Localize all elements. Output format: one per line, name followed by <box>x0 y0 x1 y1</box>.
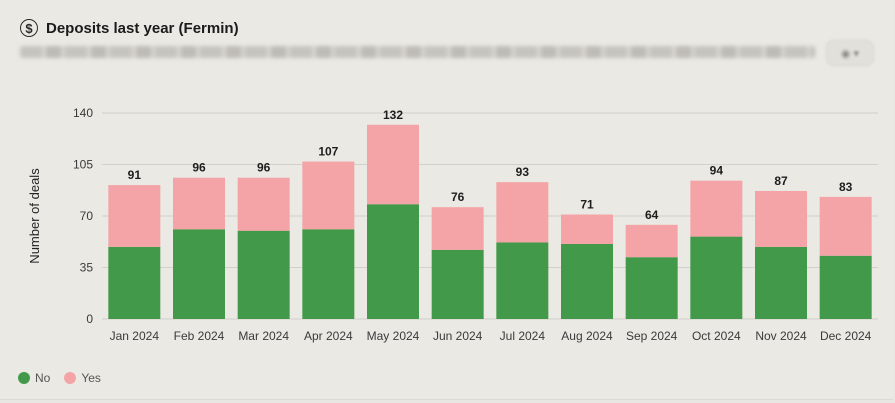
bar-yes <box>237 177 290 231</box>
bar-no <box>431 249 484 319</box>
view-options-button[interactable]: ◉ ▾ <box>826 40 874 66</box>
bar-no <box>367 204 419 319</box>
bar-no <box>496 242 549 319</box>
chart-title: Deposits last year (Fermin) <box>46 19 239 37</box>
bar-yes <box>108 185 161 247</box>
bar-yes <box>367 124 419 205</box>
data-label-total: 64 <box>645 208 659 222</box>
legend-label-no: No <box>35 371 51 385</box>
legend-swatch-no <box>18 372 30 384</box>
bar-yes <box>302 161 355 230</box>
x-tick-label: Nov 2024 <box>755 329 807 343</box>
legend-item-no[interactable]: No <box>18 371 50 385</box>
bar-yes <box>819 196 872 256</box>
data-label-total: 76 <box>451 190 465 204</box>
bar-no <box>819 255 872 319</box>
legend-swatch-yes <box>64 372 77 384</box>
y-tick-label: 105 <box>73 158 93 172</box>
x-tick-label: Aug 2024 <box>561 329 613 343</box>
bar-no <box>690 236 743 319</box>
x-tick-label: Jun 2024 <box>433 329 483 343</box>
legend-item-yes[interactable]: Yes <box>64 371 101 385</box>
y-axis-title: Number of deals <box>27 168 42 264</box>
eye-icon: ◉ ▾ <box>840 47 860 60</box>
blurred-description <box>20 46 815 58</box>
data-label-total: 93 <box>516 165 530 179</box>
bar-no <box>302 229 355 319</box>
x-tick-label: May 2024 <box>367 329 420 343</box>
x-tick-label: Jan 2024 <box>110 329 160 343</box>
data-label-total: 94 <box>710 164 724 178</box>
bar-yes <box>755 190 807 247</box>
legend: No Yes <box>18 371 101 385</box>
data-label-total: 91 <box>128 168 142 182</box>
bar-no <box>237 230 290 319</box>
bar-yes <box>431 207 484 250</box>
bar-no <box>625 257 678 319</box>
x-tick-label: Dec 2024 <box>820 329 872 343</box>
data-label-total: 87 <box>774 174 788 188</box>
bar-no <box>108 246 161 319</box>
title-row: $ Deposits last year (Fermin) <box>20 16 239 40</box>
data-label-total: 107 <box>318 145 338 159</box>
y-tick-label: 0 <box>86 312 93 326</box>
data-label-total: 83 <box>839 180 853 194</box>
bar-yes <box>173 177 225 230</box>
bar-yes <box>690 180 743 237</box>
data-label-total: 96 <box>257 161 271 175</box>
y-tick-label: 70 <box>80 209 94 223</box>
x-tick-label: Jul 2024 <box>500 329 546 343</box>
data-label-total: 71 <box>580 198 594 212</box>
y-tick-label: 140 <box>73 106 93 120</box>
x-tick-label: Feb 2024 <box>174 329 225 343</box>
legend-label-yes: Yes <box>81 371 101 385</box>
x-tick-label: Oct 2024 <box>692 329 741 343</box>
stacked-bar-chart: 0 35 70 105 140 Number of deals 91 Jan 2024 96 Fe… <box>27 106 878 343</box>
dollar-circle-icon: $ <box>20 19 38 37</box>
y-tick-label: 35 <box>80 261 94 275</box>
data-label-total: 132 <box>383 108 403 122</box>
bar-yes <box>496 182 549 243</box>
data-label-total: 96 <box>192 161 206 175</box>
bar-yes <box>561 214 613 244</box>
bar-no <box>755 246 807 319</box>
x-tick-label: Apr 2024 <box>304 329 353 343</box>
bar-no <box>173 229 225 319</box>
bar-yes <box>625 224 678 258</box>
x-tick-label: Sep 2024 <box>626 329 678 343</box>
bar-no <box>561 243 613 319</box>
x-tick-label: Mar 2024 <box>238 329 289 343</box>
